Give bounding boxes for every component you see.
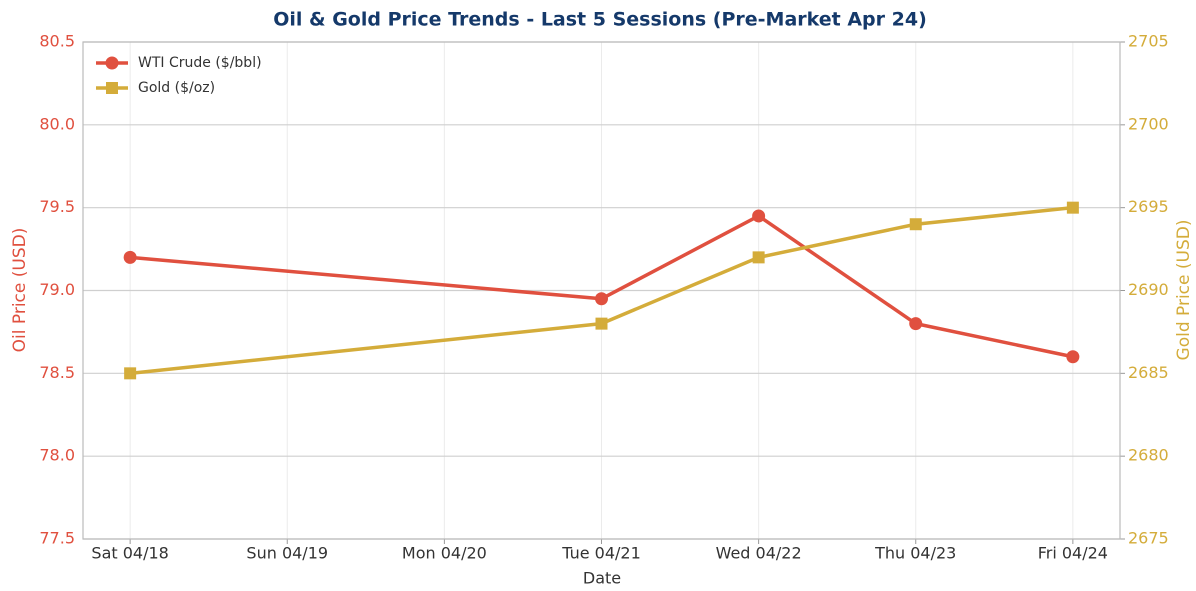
marker — [909, 317, 923, 331]
marker — [752, 251, 765, 264]
y2-tick-label: 2680 — [1128, 446, 1169, 465]
legend-marker — [105, 56, 119, 70]
x-tick-label: Tue 04/21 — [561, 544, 641, 563]
x-tick-label: Thu 04/23 — [874, 544, 956, 563]
marker — [123, 250, 137, 264]
legend-label: Gold ($/oz) — [138, 80, 215, 96]
y-tick-label: 80.5 — [39, 32, 75, 51]
y2-tick-label: 2685 — [1128, 363, 1169, 382]
legend-marker — [106, 82, 118, 94]
chart-title: Oil & Gold Price Trends - Last 5 Session… — [273, 9, 927, 31]
x-tick-label: Sun 04/19 — [246, 544, 328, 563]
marker — [752, 209, 766, 223]
legend-label: WTI Crude ($/bbl) — [138, 55, 262, 71]
y-tick-label: 79.5 — [39, 197, 75, 216]
plot-frame — [82, 41, 1121, 540]
y-tick-label: 79.0 — [39, 280, 75, 299]
y-axis-label: Oil Price (USD) — [10, 228, 30, 353]
x-tick-label: Mon 04/20 — [402, 544, 487, 563]
y2-tick-label: 2700 — [1128, 114, 1169, 133]
y2-tick-label: 2675 — [1128, 529, 1169, 548]
y2-tick-label: 2705 — [1128, 32, 1169, 51]
marker — [124, 367, 137, 380]
y-tick-label: 78.5 — [39, 363, 75, 382]
y2-tick-label: 2695 — [1128, 197, 1169, 216]
x-axis-label: Date — [583, 569, 621, 588]
marker — [1066, 350, 1080, 364]
y-tick-label: 77.5 — [39, 529, 75, 548]
grid — [83, 41, 1120, 540]
y-tick-label: 78.0 — [39, 446, 75, 465]
x-tick-label: Fri 04/24 — [1038, 544, 1108, 563]
marker — [909, 218, 922, 231]
y2-tick-label: 2690 — [1128, 280, 1169, 299]
y-tick-label: 80.0 — [39, 114, 75, 133]
marker — [1066, 201, 1079, 214]
x-tick-label: Sat 04/18 — [91, 544, 168, 563]
marker — [595, 292, 608, 306]
marker — [595, 317, 608, 330]
x-tick-label: Wed 04/22 — [716, 544, 802, 563]
y2-axis-label: Gold Price (USD) — [1174, 220, 1194, 361]
